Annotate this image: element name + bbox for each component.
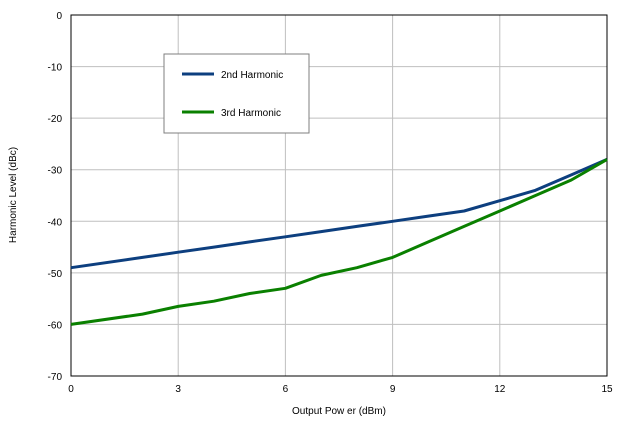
legend-label-3rd: 3rd Harmonic <box>221 108 281 119</box>
x-tick-label: 3 <box>175 384 181 395</box>
y-axis-label: Harmonic Level (dBc) <box>8 147 19 243</box>
x-tick-label: 12 <box>494 384 506 395</box>
legend: 2nd Harmonic 3rd Harmonic <box>163 53 310 134</box>
x-tick-label: 9 <box>390 384 396 395</box>
series-line-2nd-harmonic <box>70 158 608 270</box>
y-tick-label: 0 <box>56 11 62 22</box>
y-tick-label: -10 <box>48 63 63 74</box>
x-tick-label: 0 <box>68 384 74 395</box>
legend-box <box>163 53 310 134</box>
y-tick-label: -40 <box>48 217 63 228</box>
y-tick-label: -50 <box>48 269 63 280</box>
series-line-3rd-harmonic <box>70 158 608 326</box>
x-tick-label: 15 <box>601 384 613 395</box>
tick-labels: 0 3 6 9 12 15 0 -10 -20 -30 -40 -50 -60 -70 <box>48 11 613 395</box>
plot-frame <box>70 14 608 377</box>
legend-label-2nd: 2nd Harmonic <box>221 70 283 81</box>
grid-lines <box>70 14 608 377</box>
y-tick-label: -60 <box>48 320 63 331</box>
y-tick-label: -70 <box>48 372 63 383</box>
series-layer <box>70 158 608 326</box>
y-tick-label: -20 <box>48 114 63 125</box>
y-tick-label: -30 <box>48 166 63 177</box>
x-tick-label: 6 <box>283 384 289 395</box>
x-axis-label: Output Pow er (dBm) <box>292 406 386 417</box>
